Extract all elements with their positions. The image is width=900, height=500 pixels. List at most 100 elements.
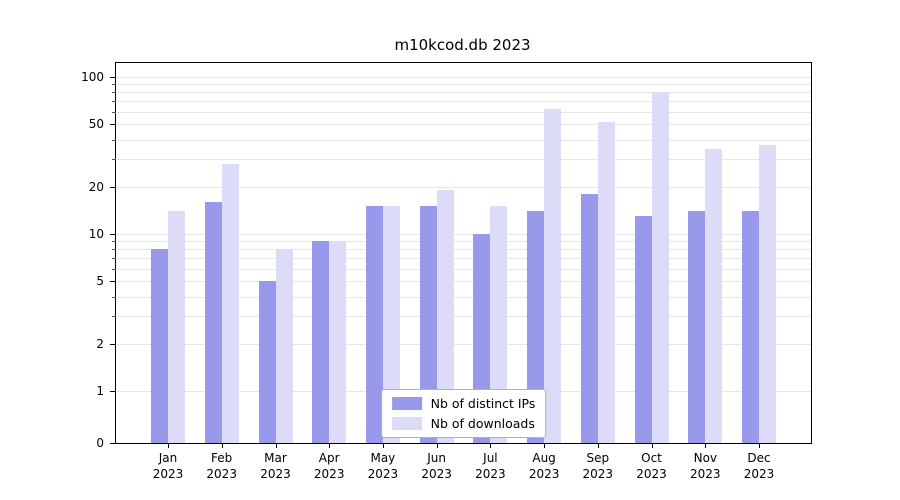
gridline	[116, 124, 811, 126]
x-axis-tick-mark	[436, 443, 438, 448]
y-axis-tick-label: 50	[88, 117, 104, 132]
y-axis-tick-mark	[110, 343, 116, 345]
x-axis-tick-label: Jun 2023	[421, 451, 452, 481]
x-axis-tick-mark	[382, 443, 384, 448]
bar-distinct-ips	[204, 202, 222, 443]
x-axis-tick-label: Sep 2023	[582, 451, 614, 481]
x-axis-tick-label: Jul 2023	[475, 451, 506, 481]
y-axis-minor-tick-mark	[112, 92, 116, 94]
x-axis-tick-label: Mar 2023	[260, 451, 291, 481]
x-axis-tick-label: Aug 2023	[528, 451, 560, 481]
legend-label-distinct-ips: Nb of distinct IPs	[430, 396, 536, 411]
bar-distinct-ips	[365, 206, 383, 443]
x-axis-tick-mark	[597, 443, 599, 448]
bar-distinct-ips	[258, 281, 276, 443]
bar-downloads	[275, 249, 293, 443]
bar-downloads	[651, 92, 669, 443]
y-axis-minor-tick-mark	[112, 101, 116, 103]
x-axis-tick-mark	[329, 443, 331, 448]
bar-downloads	[329, 241, 347, 443]
y-axis-minor-tick-mark	[112, 296, 116, 298]
y-axis-tick-label: 1	[96, 384, 104, 398]
gridline	[116, 84, 811, 86]
bar-downloads	[597, 121, 615, 443]
gridline	[116, 249, 811, 251]
x-axis-tick-mark	[705, 443, 707, 448]
legend-item-downloads: Nb of downloads	[391, 416, 536, 431]
y-axis-tick-mark	[110, 391, 116, 392]
y-axis-tick-mark	[110, 77, 116, 78]
gridline	[116, 343, 811, 345]
y-axis-tick-label: 100	[81, 70, 104, 84]
legend-swatch-distinct-ips	[391, 397, 422, 410]
x-axis-tick-label: Nov 2023	[690, 451, 721, 481]
gridline	[116, 159, 811, 161]
bar-downloads	[490, 206, 508, 443]
x-axis-tick-label: Jan 2023	[152, 451, 184, 481]
y-axis-tick-mark	[110, 124, 116, 126]
x-axis-tick-mark	[651, 443, 653, 448]
y-axis-minor-tick-mark	[112, 241, 116, 243]
bar-downloads	[705, 148, 723, 443]
bar-downloads	[221, 163, 239, 443]
y-axis-tick-mark	[110, 186, 116, 188]
bar-distinct-ips	[419, 206, 437, 443]
y-axis-tick-label: 2	[96, 336, 104, 351]
bar-distinct-ips	[312, 241, 330, 443]
y-axis-tick-label: 0	[96, 436, 104, 450]
y-axis-tick-label: 20	[88, 179, 104, 194]
gridline	[116, 316, 811, 318]
gridline	[116, 268, 811, 270]
legend-item-distinct-ips: Nb of distinct IPs	[391, 396, 536, 411]
gridline	[116, 77, 811, 78]
gridline	[116, 234, 811, 235]
y-axis-minor-tick-mark	[112, 84, 116, 86]
x-axis-tick-mark	[490, 443, 492, 448]
y-axis-minor-tick-mark	[112, 249, 116, 251]
y-axis-minor-tick-mark	[112, 258, 116, 260]
y-axis-minor-tick-mark	[112, 159, 116, 161]
bar-downloads	[168, 211, 185, 443]
y-axis-minor-tick-mark	[112, 111, 116, 113]
gridline	[116, 92, 811, 94]
gridline	[116, 139, 811, 141]
bar-downloads	[382, 206, 400, 443]
x-axis-tick-label: Oct 2023	[636, 451, 667, 481]
x-axis-tick-label: Dec 2023	[743, 451, 775, 481]
gridline	[116, 186, 811, 188]
bar-distinct-ips	[742, 211, 759, 443]
y-axis-tick-mark	[110, 281, 116, 283]
x-axis-tick-mark	[759, 443, 760, 448]
chart-title: m10kcod.db 2023	[394, 36, 531, 54]
legend-label-downloads: Nb of downloads	[430, 416, 535, 431]
y-axis-tick-mark	[110, 443, 116, 444]
bar-distinct-ips	[634, 216, 652, 443]
x-axis-tick-label: Apr 2023	[313, 451, 345, 481]
bar-downloads	[436, 190, 454, 443]
bar-downloads	[759, 144, 776, 443]
gridline	[116, 111, 811, 113]
bar-distinct-ips	[527, 211, 545, 443]
gridline	[116, 241, 811, 243]
bar-downloads	[544, 108, 562, 443]
gridline	[116, 281, 811, 283]
y-axis-tick-mark	[110, 234, 116, 235]
bar-distinct-ips	[580, 193, 598, 443]
gridline	[116, 296, 811, 298]
x-axis-tick-mark	[221, 443, 223, 448]
y-axis-minor-tick-mark	[112, 316, 116, 318]
x-axis-tick-mark	[544, 443, 546, 448]
bar-distinct-ips	[151, 249, 168, 443]
y-axis-minor-tick-mark	[112, 139, 116, 141]
y-axis-tick-label: 5	[96, 274, 104, 289]
x-axis-tick-mark	[168, 443, 169, 448]
gridline	[116, 258, 811, 260]
bar-distinct-ips	[688, 211, 706, 443]
x-axis-tick-label: Feb 2023	[206, 451, 237, 481]
x-axis-tick-mark	[275, 443, 277, 448]
gridline	[116, 101, 811, 103]
plot-area: Nb of distinct IPs Nb of downloads 0 1 2 5 1…	[81, 62, 812, 481]
legend-swatch-downloads	[391, 417, 422, 430]
y-axis-tick-label: 10	[88, 227, 104, 241]
